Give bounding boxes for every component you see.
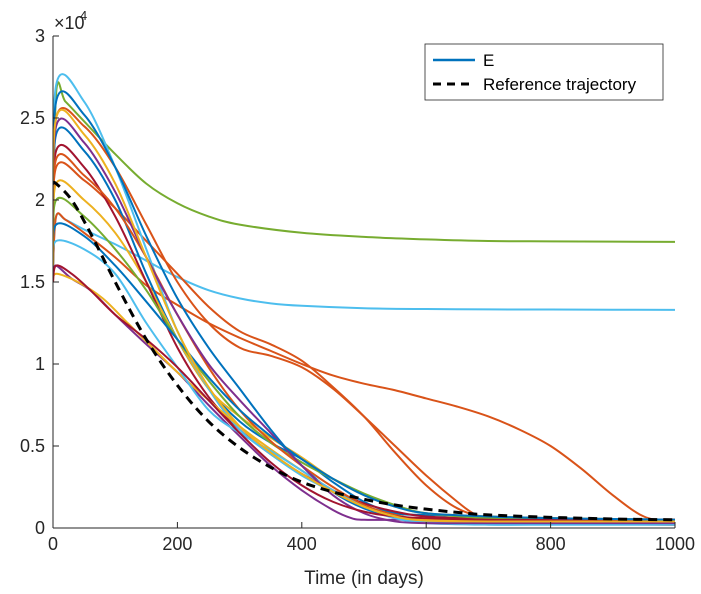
x-tick-label: 400 (287, 534, 317, 554)
y-ticks: 0 0.5 1 1.5 2 2.5 3 (20, 26, 59, 538)
series-line-1 (53, 81, 675, 266)
legend: E Reference trajectory (424, 43, 664, 101)
y-tick-label: 3 (35, 26, 45, 46)
x-tick-label: 0 (48, 534, 58, 554)
y-tick-label: 2.5 (20, 108, 45, 128)
x-tick-label: 1000 (655, 534, 695, 554)
x-tick-label: 600 (411, 534, 441, 554)
series-line-2 (53, 212, 675, 311)
x-tick-label: 200 (162, 534, 192, 554)
legend-box (424, 43, 664, 101)
y-tick-label: 1 (35, 354, 45, 374)
legend-label-reference: Reference trajectory (483, 75, 637, 94)
legend-label-e: E (483, 51, 494, 70)
series-line-10 (53, 73, 675, 526)
y-tick-label: 2 (35, 190, 45, 210)
series-layer (53, 73, 675, 526)
y-multiplier-exponent: 4 (80, 8, 87, 23)
reference-layer (53, 180, 675, 522)
y-multiplier-base: ×10 (54, 13, 85, 33)
y-tick-label: 0 (35, 518, 45, 538)
reference-trajectory-line (53, 180, 675, 522)
x-axis-label: Time (in days) (304, 568, 424, 589)
series-line-3 (53, 212, 675, 525)
series-line-18 (53, 222, 675, 521)
series-line-16 (53, 117, 675, 525)
x-ticks: 0 200 400 600 800 1000 (48, 522, 695, 554)
y-tick-label: 0.5 (20, 436, 45, 456)
x-tick-label: 800 (536, 534, 566, 554)
series-line-19 (53, 108, 675, 523)
y-tick-label: 1.5 (20, 272, 45, 292)
series-line-17 (53, 264, 675, 521)
